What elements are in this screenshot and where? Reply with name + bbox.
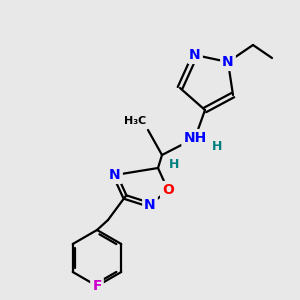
Text: H: H (169, 158, 179, 172)
Text: H: H (212, 140, 222, 152)
Text: N: N (109, 168, 121, 182)
Text: N: N (222, 55, 234, 69)
Text: O: O (162, 183, 174, 197)
Text: F: F (92, 279, 102, 293)
Text: N: N (144, 198, 156, 212)
Text: N: N (189, 48, 201, 62)
Text: NH: NH (183, 131, 207, 145)
Text: H₃C: H₃C (124, 116, 146, 126)
